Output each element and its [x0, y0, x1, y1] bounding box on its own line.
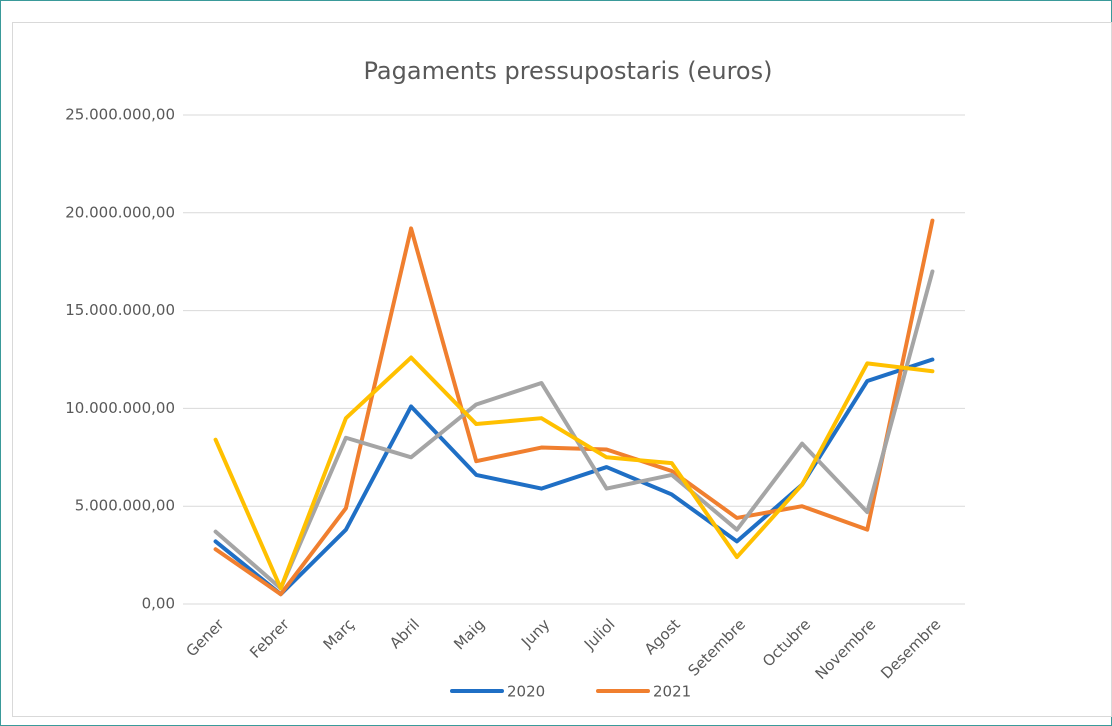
chart-title: Pagaments pressupostaris (euros): [364, 57, 773, 85]
y-tick-label: 0,00: [142, 595, 175, 613]
y-tick-label: 20.000.000,00: [65, 203, 175, 221]
legend-label: 2021: [653, 683, 691, 701]
y-tick-label: 5.000.000,00: [75, 497, 175, 515]
y-tick-label: 10.000.000,00: [65, 399, 175, 417]
series-line: [213, 355, 935, 591]
y-tick-label: 15.000.000,00: [65, 301, 175, 319]
y-tick-label: 25.000.000,00: [65, 106, 175, 124]
chart-frame: [12, 22, 1112, 717]
series-line: [213, 218, 935, 597]
legend-label: 2020: [507, 683, 545, 701]
